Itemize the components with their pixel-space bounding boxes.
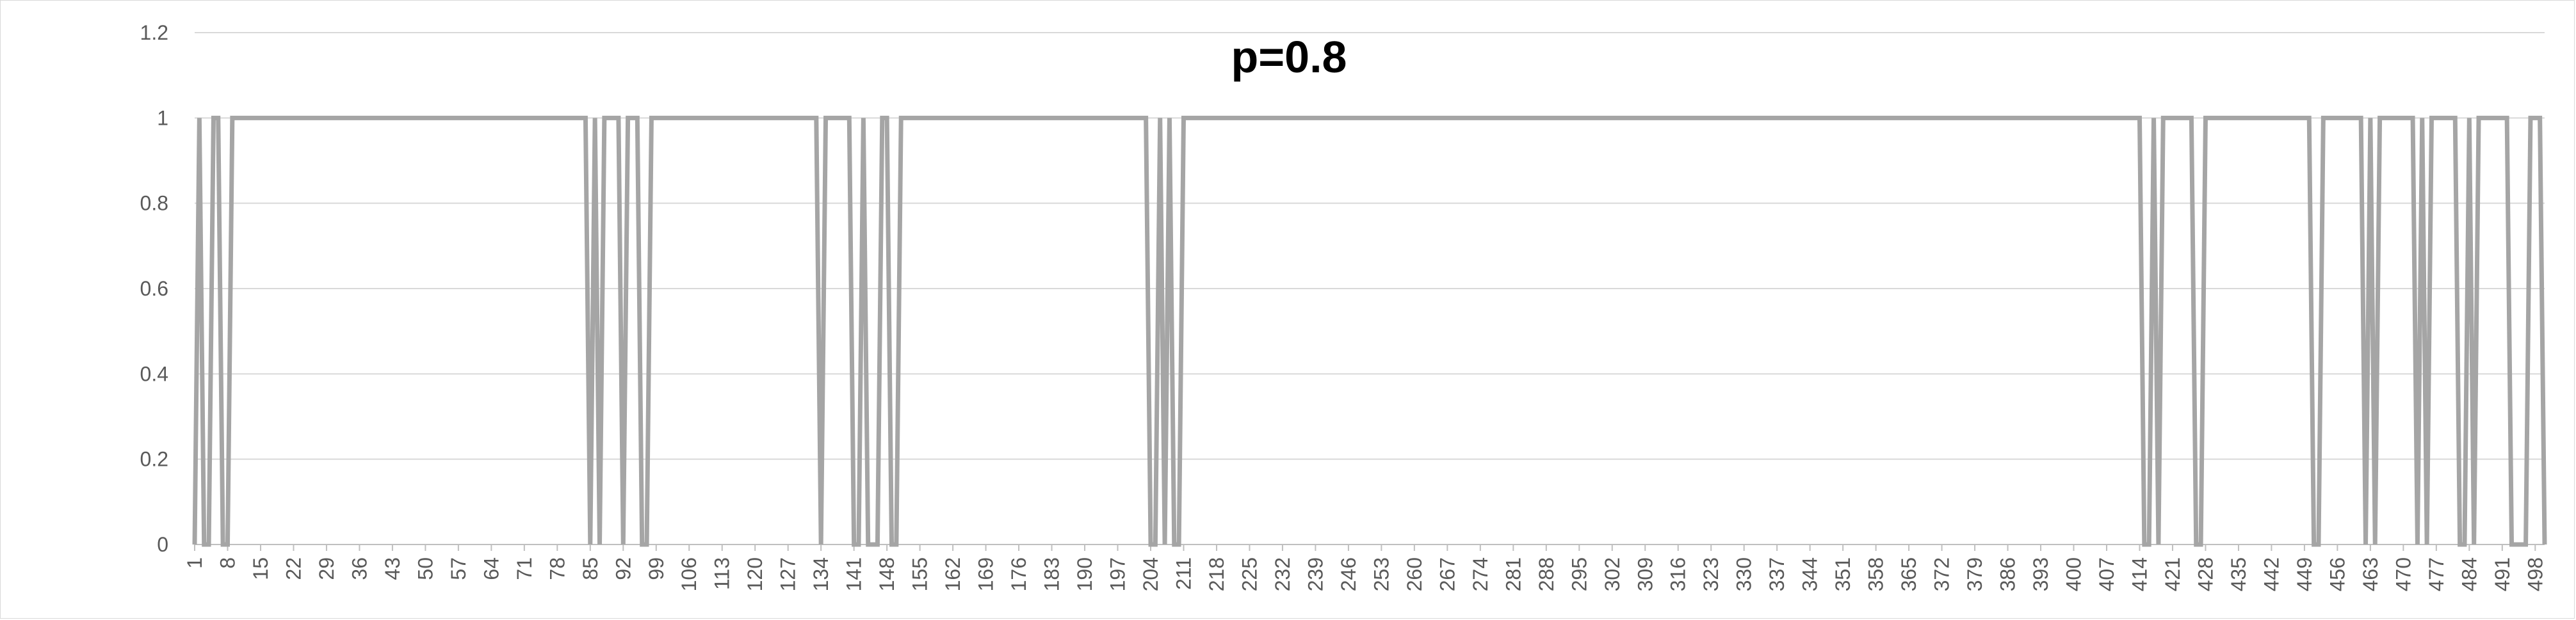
y-axis-ticks: 0 0.2 0.4 0.6 0.8 1 1.2 [140, 21, 168, 556]
x-tick-label: 365 [1897, 557, 1920, 591]
x-tick-label: 281 [1502, 557, 1525, 591]
chart-title: p=0.8 [1231, 32, 1347, 82]
y-tick-label: 0.6 [140, 277, 168, 300]
x-tick-label: 260 [1403, 557, 1426, 591]
x-tick-label: 169 [975, 557, 998, 591]
x-tick-label: 274 [1469, 557, 1492, 591]
x-tick-label: 141 [843, 557, 866, 591]
x-tick-label: 400 [2062, 557, 2086, 591]
x-tick-label: 197 [1106, 557, 1130, 591]
x-tick-label: 127 [777, 557, 800, 591]
x-tick-label: 498 [2523, 557, 2547, 591]
x-tick-label: 134 [809, 557, 832, 591]
x-tick-label: 288 [1535, 557, 1558, 591]
x-tick-label: 449 [2293, 557, 2316, 591]
x-tick-label: 295 [1567, 557, 1591, 591]
x-tick-label: 204 [1139, 557, 1162, 591]
x-tick-label: 253 [1370, 557, 1393, 591]
x-tick-label: 22 [282, 557, 305, 580]
x-tick-label: 379 [1963, 557, 1986, 591]
x-tick-label: 64 [480, 557, 503, 580]
y-tick-label: 0.8 [140, 192, 168, 215]
y-tick-label: 1.2 [140, 21, 168, 44]
x-tick-label: 71 [513, 557, 536, 580]
x-tick-label: 358 [1865, 557, 1888, 591]
x-axis-ticks: 1 8 15 22 29 36 43 50 57 64 71 78 85 92 99 106 113 120 127… [183, 544, 2547, 591]
series-line [192, 115, 2547, 547]
y-tick-label: 1 [157, 106, 168, 129]
x-tick-label: 246 [1337, 557, 1360, 591]
x-tick-label: 351 [1831, 557, 1854, 591]
x-tick-label: 421 [2161, 557, 2184, 591]
x-tick-label: 1 [183, 557, 206, 569]
x-tick-label: 99 [645, 557, 668, 580]
x-tick-label: 78 [546, 557, 569, 580]
y-tick-label: 0.4 [140, 362, 168, 385]
x-tick-label: 309 [1633, 557, 1657, 591]
x-tick-label: 85 [579, 557, 602, 580]
x-tick-label: 477 [2425, 557, 2448, 591]
x-tick-label: 106 [677, 557, 701, 591]
x-tick-label: 491 [2491, 557, 2514, 591]
x-tick-label: 337 [1765, 557, 1788, 591]
x-tick-label: 8 [216, 557, 239, 569]
x-tick-label: 225 [1238, 557, 1261, 591]
x-tick-label: 344 [1799, 557, 1822, 591]
x-tick-label: 323 [1699, 557, 1722, 591]
x-tick-label: 162 [941, 557, 964, 591]
x-tick-label: 232 [1271, 557, 1294, 591]
x-tick-label: 29 [315, 557, 338, 580]
x-tick-label: 57 [447, 557, 470, 580]
x-tick-label: 386 [1997, 557, 2020, 591]
x-tick-label: 113 [711, 557, 734, 590]
x-tick-label: 393 [2029, 557, 2052, 591]
x-tick-label: 302 [1601, 557, 1624, 591]
x-tick-label: 316 [1667, 557, 1690, 591]
series-layer [192, 115, 2547, 547]
x-tick-label: 330 [1733, 557, 1756, 591]
x-tick-label: 456 [2326, 557, 2349, 591]
x-tick-label: 484 [2458, 557, 2481, 591]
x-tick-label: 50 [414, 557, 437, 580]
x-tick-label: 15 [249, 557, 272, 580]
x-tick-label: 267 [1436, 557, 1459, 591]
x-tick-label: 183 [1041, 557, 1064, 591]
x-tick-label: 92 [612, 557, 635, 580]
x-tick-label: 36 [348, 557, 371, 580]
x-tick-label: 120 [743, 557, 766, 591]
x-tick-label: 239 [1304, 557, 1327, 591]
x-tick-label: 218 [1205, 557, 1228, 591]
x-tick-label: 442 [2260, 557, 2283, 591]
x-tick-label: 435 [2227, 557, 2250, 591]
y-tick-label: 0 [157, 533, 168, 556]
x-tick-label: 148 [875, 557, 898, 591]
x-tick-label: 463 [2359, 557, 2382, 591]
x-tick-label: 414 [2128, 557, 2151, 591]
x-tick-label: 190 [1073, 557, 1096, 591]
x-tick-label: 155 [909, 557, 932, 591]
x-tick-label: 211 [1172, 557, 1195, 590]
x-tick-label: 428 [2194, 557, 2217, 591]
y-tick-label: 0.2 [140, 448, 168, 471]
x-tick-label: 407 [2095, 557, 2118, 591]
x-tick-label: 372 [1931, 557, 1954, 591]
x-tick-label: 470 [2392, 557, 2415, 591]
x-tick-label: 176 [1007, 557, 1030, 591]
x-tick-label: 43 [381, 557, 404, 580]
